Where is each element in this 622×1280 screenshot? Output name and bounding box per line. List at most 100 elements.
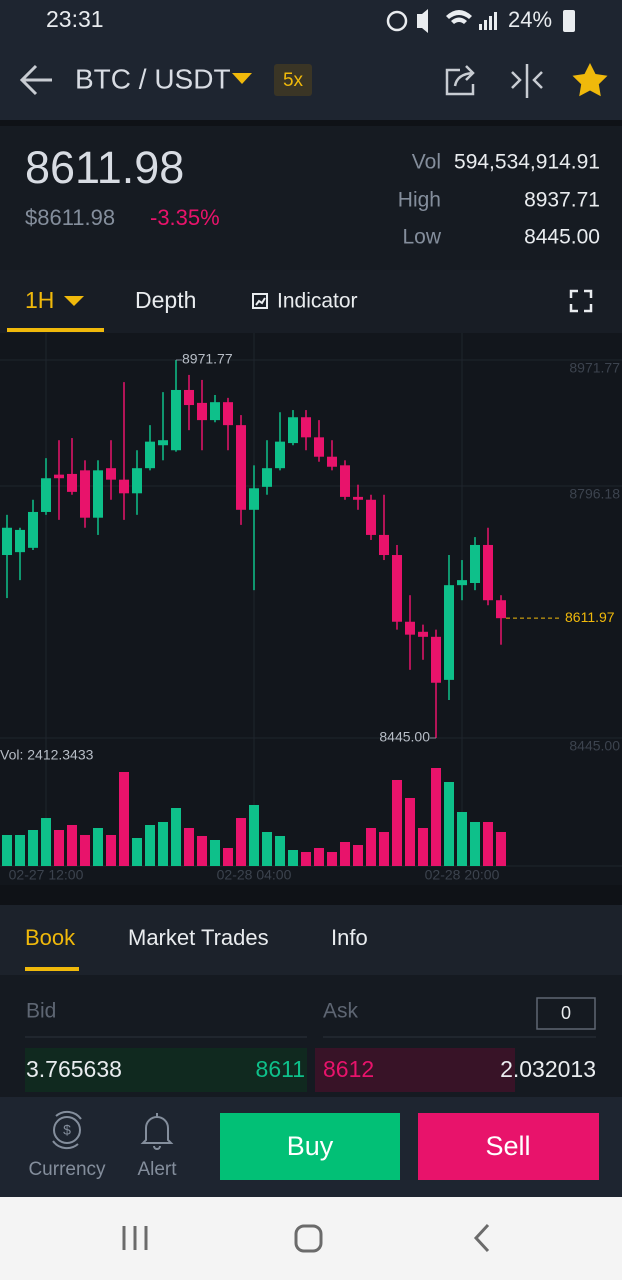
- candle-body: [275, 441, 285, 469]
- candle-body: [93, 470, 103, 518]
- volume-bar: [418, 828, 428, 866]
- volume-bar: [184, 828, 194, 866]
- y-tick-label: 8445.00: [569, 738, 620, 754]
- last-price: 8611.98: [25, 142, 184, 193]
- alert-icon[interactable]: [140, 1113, 174, 1150]
- stat-value: 594,534,914.91: [454, 151, 600, 174]
- top-bar-bg: [0, 0, 622, 120]
- candle-body: [288, 417, 298, 444]
- leverage: 5x: [283, 70, 304, 91]
- candle-body: [405, 621, 415, 635]
- candle-body: [236, 425, 246, 510]
- share-button[interactable]: [445, 65, 475, 96]
- volume-bar: [340, 841, 350, 866]
- candle-body: [327, 456, 337, 467]
- currency-icon[interactable]: [52, 1110, 82, 1150]
- candle-body: [496, 600, 506, 619]
- status-icons: [386, 9, 575, 33]
- last-price-label: 8611.97: [565, 609, 615, 625]
- usd-price: $8611.98: [25, 205, 115, 230]
- currency-button[interactable]: Currency: [28, 1159, 106, 1180]
- volume-bar: [158, 821, 168, 866]
- ask-price: 8612: [323, 1056, 374, 1082]
- separator: [0, 885, 622, 905]
- volume-label: Vol: 2412.3433: [0, 747, 94, 763]
- sell-label[interactable]: Sell: [485, 1131, 530, 1161]
- favorite-button[interactable]: [572, 63, 608, 97]
- volume-bar: [15, 834, 25, 866]
- volume-bar: [236, 818, 246, 866]
- pair-selector[interactable]: BTC / USDT: [75, 63, 231, 94]
- candle-body: [470, 544, 480, 584]
- candle-body: [15, 529, 25, 553]
- stat-value: 8937.71: [524, 189, 600, 212]
- candle-body: [132, 468, 142, 494]
- candlestick-chart: 8971.77 8796.18 8445.00 02-27 12:00 02-28 04…: [0, 333, 622, 883]
- volume-bar: [327, 852, 337, 866]
- info-tab[interactable]: Info: [331, 925, 368, 950]
- book-tab[interactable]: Book: [25, 925, 76, 950]
- system-nav: [122, 1223, 490, 1253]
- volume-bar: [483, 821, 493, 866]
- volume-bar: [171, 808, 181, 866]
- candle-body: [171, 389, 181, 451]
- trades-tab[interactable]: Market Trades: [128, 925, 269, 950]
- low-marker: 8445.00: [379, 729, 430, 745]
- candle-body: [145, 441, 155, 469]
- currency-glyph[interactable]: $: [63, 1122, 71, 1138]
- volume-bar: [405, 797, 415, 866]
- price-change: -3.35%: [150, 205, 220, 230]
- candle-body: [249, 488, 259, 510]
- home-button[interactable]: [294, 1224, 323, 1253]
- candle-body: [158, 440, 168, 446]
- candle-body: [366, 499, 376, 535]
- candle-body: [184, 389, 194, 406]
- interval-caret[interactable]: [64, 296, 84, 306]
- back-button[interactable]: [19, 64, 52, 96]
- recents-button[interactable]: [122, 1226, 148, 1250]
- precision-selector[interactable]: [536, 997, 596, 1030]
- interval-tab[interactable]: 1H: [25, 287, 54, 313]
- alert-button[interactable]: Alert: [137, 1159, 177, 1180]
- stat-label: High: [398, 189, 441, 212]
- bid-amount: 3.765638: [26, 1056, 122, 1082]
- ticker-bg: [0, 126, 622, 270]
- depth-tab[interactable]: Depth: [135, 287, 196, 313]
- bid-depth: [25, 1048, 307, 1092]
- candle-body: [340, 465, 350, 497]
- candle-body: [418, 631, 428, 637]
- bid-header: Bid: [26, 1000, 56, 1023]
- candle-body: [314, 437, 324, 457]
- volume-bar: [106, 834, 116, 866]
- volume-bar: [54, 830, 64, 866]
- volume-bar: [431, 768, 441, 866]
- system-back-button[interactable]: [473, 1223, 490, 1253]
- high-marker: 8971.77: [182, 351, 233, 367]
- bid-price: 8611: [256, 1056, 305, 1082]
- sell-button[interactable]: [418, 1113, 599, 1180]
- candle-body: [119, 479, 129, 494]
- volume-bar: [366, 828, 376, 866]
- candle-body: [106, 468, 116, 480]
- precision[interactable]: 0: [561, 1003, 571, 1023]
- battery-level: 24%: [508, 7, 552, 32]
- volume-bar: [314, 848, 324, 866]
- x-tick-label: 02-27 12:00: [9, 867, 84, 883]
- candle-body: [2, 527, 12, 556]
- indicator-icon[interactable]: [252, 293, 268, 309]
- volume-bar: [41, 818, 51, 866]
- fullscreen-button[interactable]: [569, 289, 593, 313]
- x-tick-label: 02-28 04:00: [217, 867, 292, 883]
- indicator-tab[interactable]: Indicator: [277, 290, 358, 313]
- candle-body: [431, 636, 441, 683]
- x-tick-label: 02-28 20:00: [425, 867, 500, 883]
- pair-caret[interactable]: [232, 73, 252, 84]
- volume-bar: [353, 844, 363, 866]
- buy-button[interactable]: [220, 1113, 400, 1180]
- buy-label[interactable]: Buy: [287, 1131, 334, 1161]
- compare-button[interactable]: [511, 64, 543, 98]
- volume-bar: [249, 804, 259, 866]
- volume-bar: [28, 830, 38, 866]
- separator: [0, 120, 622, 126]
